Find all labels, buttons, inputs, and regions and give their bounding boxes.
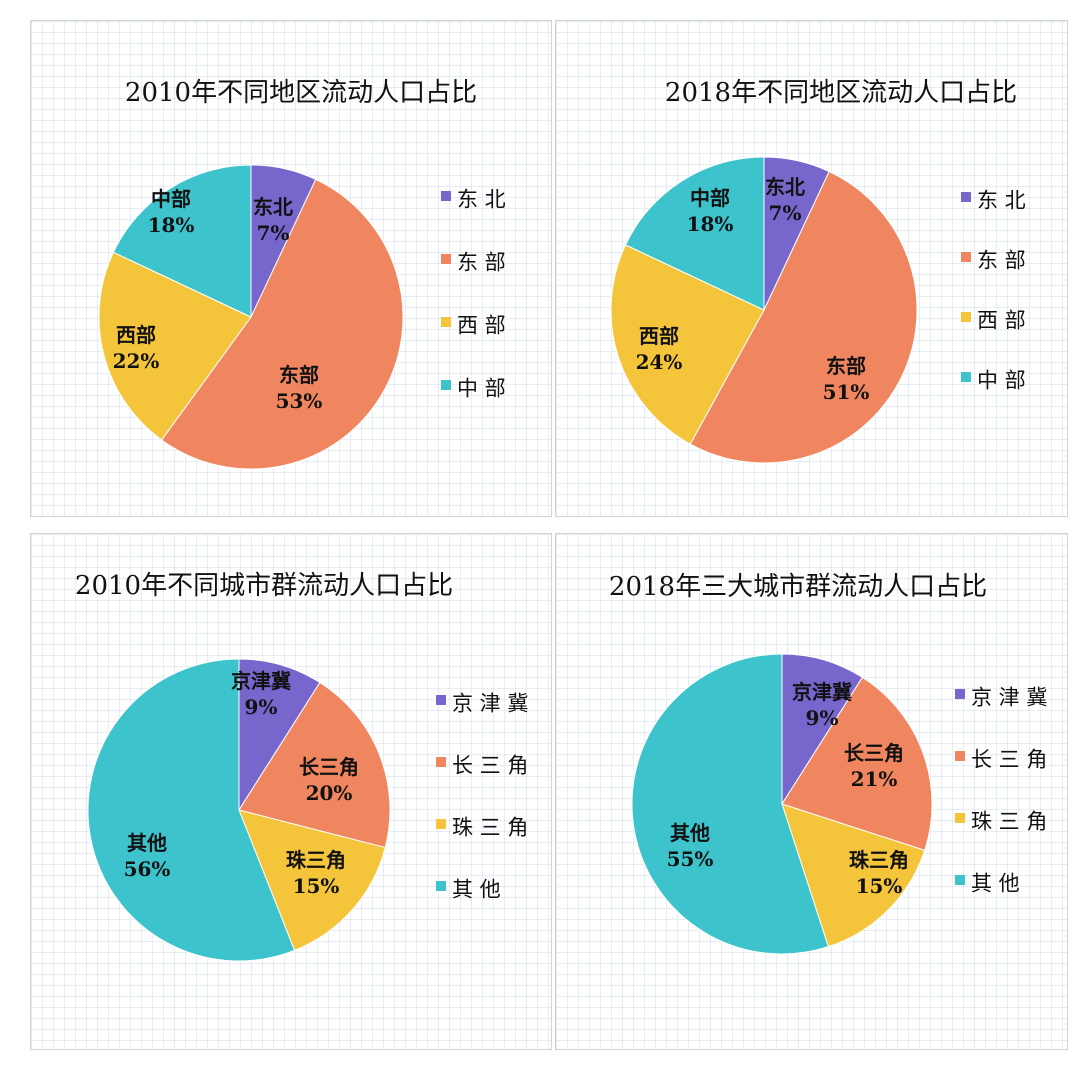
chart-panel-4: 2018年三大城市群流动人口占比京津冀 9% 长三角 21% 珠三角 15% 其他 55% 京 … — [555, 533, 1068, 1050]
pie-slice-3 — [238, 809, 386, 952]
slice-value-label: 21% — [851, 767, 898, 791]
slice-category-label: 其他 — [670, 821, 710, 845]
legend-swatch — [961, 252, 971, 262]
legend-label: 京 津 冀 — [452, 692, 528, 716]
pie-slice-1 — [781, 653, 864, 806]
legend-swatch — [955, 875, 965, 885]
slice-category-label: 其他 — [127, 831, 167, 855]
pie-slice-4 — [631, 653, 829, 955]
slice-value-label: 22% — [113, 349, 160, 373]
legend-label: 珠 三 角 — [452, 816, 528, 840]
slice-value-label: 9% — [245, 695, 278, 719]
chart-panel-3: 2010年不同城市群流动人口占比京津冀 9% 长三角 20% 珠三角 15% 其他 56% 京 … — [30, 533, 552, 1050]
legend-label: 东 部 — [977, 249, 1026, 273]
slice-category-label: 中部 — [151, 187, 191, 211]
legend-swatch — [436, 819, 446, 829]
legend-swatch — [955, 813, 965, 823]
pie-slice-3 — [781, 803, 926, 948]
legend-label: 其 他 — [971, 872, 1020, 896]
slice-category-label: 珠三角 — [849, 848, 909, 872]
legend-label: 西 部 — [977, 309, 1026, 333]
legend-swatch — [436, 881, 446, 891]
legend-swatch — [955, 751, 965, 761]
slice-category-label: 京津冀 — [792, 680, 852, 704]
legend-swatch — [441, 380, 451, 390]
pie-slice-2 — [781, 676, 933, 851]
legend-label: 京 津 冀 — [971, 686, 1047, 710]
slice-category-label: 珠三角 — [286, 848, 346, 872]
slice-value-label: 55% — [667, 847, 714, 871]
slice-category-label: 东北 — [765, 175, 805, 199]
slice-value-label: 9% — [806, 706, 839, 730]
legend-swatch — [955, 689, 965, 699]
legend-label: 珠 三 角 — [971, 810, 1047, 834]
legend-label: 西 部 — [457, 314, 506, 338]
legend-label: 东 北 — [457, 188, 506, 212]
legend-label: 中 部 — [977, 369, 1026, 393]
slice-value-label: 51% — [823, 380, 870, 404]
pie-slice-1 — [238, 658, 321, 812]
slice-value-label: 53% — [276, 389, 323, 413]
legend-swatch — [961, 312, 971, 322]
chart-title: 2010年不同城市群流动人口占比 — [75, 571, 453, 601]
slice-category-label: 西部 — [639, 324, 679, 348]
slice-category-label: 西部 — [116, 323, 156, 347]
slice-value-label: 15% — [856, 874, 903, 898]
slice-category-label: 中部 — [690, 186, 730, 210]
chart-panel-1: 2010年不同地区流动人口占比东北 7% 东部 53% 西部 22% 中部 18% 东 北东 部… — [30, 20, 552, 517]
slice-value-label: 18% — [687, 212, 734, 236]
pie-slice-3 — [610, 244, 765, 445]
slice-category-label: 东北 — [253, 195, 293, 219]
slice-value-label: 7% — [257, 221, 290, 245]
pie-slice-4 — [87, 658, 296, 962]
legend-swatch — [436, 695, 446, 705]
legend-swatch — [961, 372, 971, 382]
legend-swatch — [961, 192, 971, 202]
pie-slice-2 — [160, 178, 404, 470]
legend-swatch — [441, 317, 451, 327]
slice-value-label: 15% — [293, 874, 340, 898]
legend-label: 东 北 — [977, 189, 1026, 213]
legend-label: 长 三 角 — [971, 748, 1047, 772]
legend-swatch — [441, 254, 451, 264]
slice-value-label: 7% — [769, 201, 802, 225]
legend-label: 中 部 — [457, 377, 506, 401]
legend-swatch — [441, 191, 451, 201]
legend-label: 长 三 角 — [452, 754, 528, 778]
chart-title: 2018年三大城市群流动人口占比 — [609, 572, 987, 602]
legend-label: 其 他 — [452, 878, 501, 902]
chart-panel-2: 2018年不同地区流动人口占比东北 7% 东部 51% 西部 24% 中部 18% 东 北东 部… — [555, 20, 1068, 517]
slice-category-label: 东部 — [279, 363, 319, 387]
slice-category-label: 京津冀 — [231, 669, 291, 693]
slice-value-label: 18% — [148, 213, 195, 237]
pie-slice-4 — [112, 164, 252, 318]
slice-category-label: 东部 — [826, 354, 866, 378]
legend-swatch — [436, 757, 446, 767]
pie-slice-2 — [689, 170, 918, 464]
chart-title: 2010年不同地区流动人口占比 — [125, 78, 477, 108]
slice-value-label: 24% — [636, 350, 683, 374]
legend-label: 东 部 — [457, 251, 506, 275]
slice-value-label: 56% — [124, 857, 171, 881]
slice-value-label: 20% — [306, 781, 353, 805]
slice-category-label: 长三角 — [299, 755, 359, 779]
slice-category-label: 长三角 — [844, 741, 904, 765]
pie-slice-4 — [624, 156, 765, 311]
chart-title: 2018年不同地区流动人口占比 — [665, 78, 1017, 108]
pie-slice-2 — [238, 681, 391, 849]
